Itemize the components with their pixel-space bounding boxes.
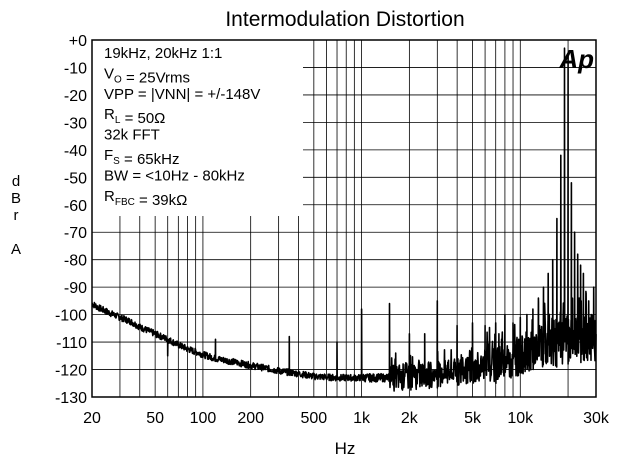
y-tick-label: -60 (64, 198, 87, 215)
annotation-line: 19kHz, 20kHz 1:1 (104, 45, 222, 62)
y-axis-label-char: r (14, 207, 19, 224)
annotation-line: VPP = |VNN| = +/-148V (104, 86, 260, 103)
y-tick-label: -110 (56, 335, 87, 352)
annotation-line: 32k FFT (104, 127, 160, 144)
x-tick-label: 100 (190, 410, 217, 427)
annotation-line: FS = 65kHz (104, 147, 179, 168)
y-tick-label: -10 (64, 60, 87, 77)
x-tick-label: 10k (507, 410, 534, 427)
x-tick-label: 5k (464, 410, 482, 427)
annotation-line: BW = <10Hz - 80kHz (104, 167, 245, 184)
annotation-box (92, 40, 303, 216)
y-tick-label: -90 (64, 280, 87, 297)
y-tick-label: -100 (55, 308, 87, 325)
x-tick-label: 30k (583, 410, 610, 427)
annotation-line: RFBC = 39kΩ (104, 188, 187, 209)
plot-frame (91, 39, 597, 398)
y-tick-label: -130 (55, 390, 87, 407)
series-line (91, 47, 597, 392)
x-tick-label: 2k (401, 410, 419, 427)
x-tick-label: 1k (353, 410, 371, 427)
annotation-line: RL = 50Ω (104, 106, 165, 127)
x-tick-label: 200 (237, 410, 264, 427)
y-tick-label: -30 (64, 115, 87, 132)
y-tick-label: +0 (69, 33, 87, 50)
x-tick-labels: 20 50 100 200 500 1k 2k 5k 10k 30k (83, 410, 610, 427)
x-tick-label: 50 (146, 410, 164, 427)
y-tick-label: -120 (55, 363, 87, 380)
y-tick-label: -40 (64, 143, 87, 160)
y-tick-labels: +0 -10 -20 -30 -40 -50 -60 -70 -80 -90 -100 -110 -12… (55, 33, 87, 407)
y-tick-label: -80 (64, 253, 87, 270)
y-axis-label-char: B (11, 190, 21, 207)
y-tick-label: -70 (64, 225, 87, 242)
y-axis-label-char: A (11, 241, 21, 258)
y-axis-label-char: d (12, 173, 20, 190)
x-axis-label: Hz (335, 439, 356, 458)
y-tick-label: -50 (64, 170, 87, 187)
y-tick-label: -20 (64, 88, 87, 105)
x-tick-label: 20 (83, 410, 101, 427)
chart-title: Intermodulation Distortion (225, 8, 464, 31)
x-tick-label: 500 (300, 410, 327, 427)
annotation-line: VO = 25Vrms (104, 65, 190, 86)
